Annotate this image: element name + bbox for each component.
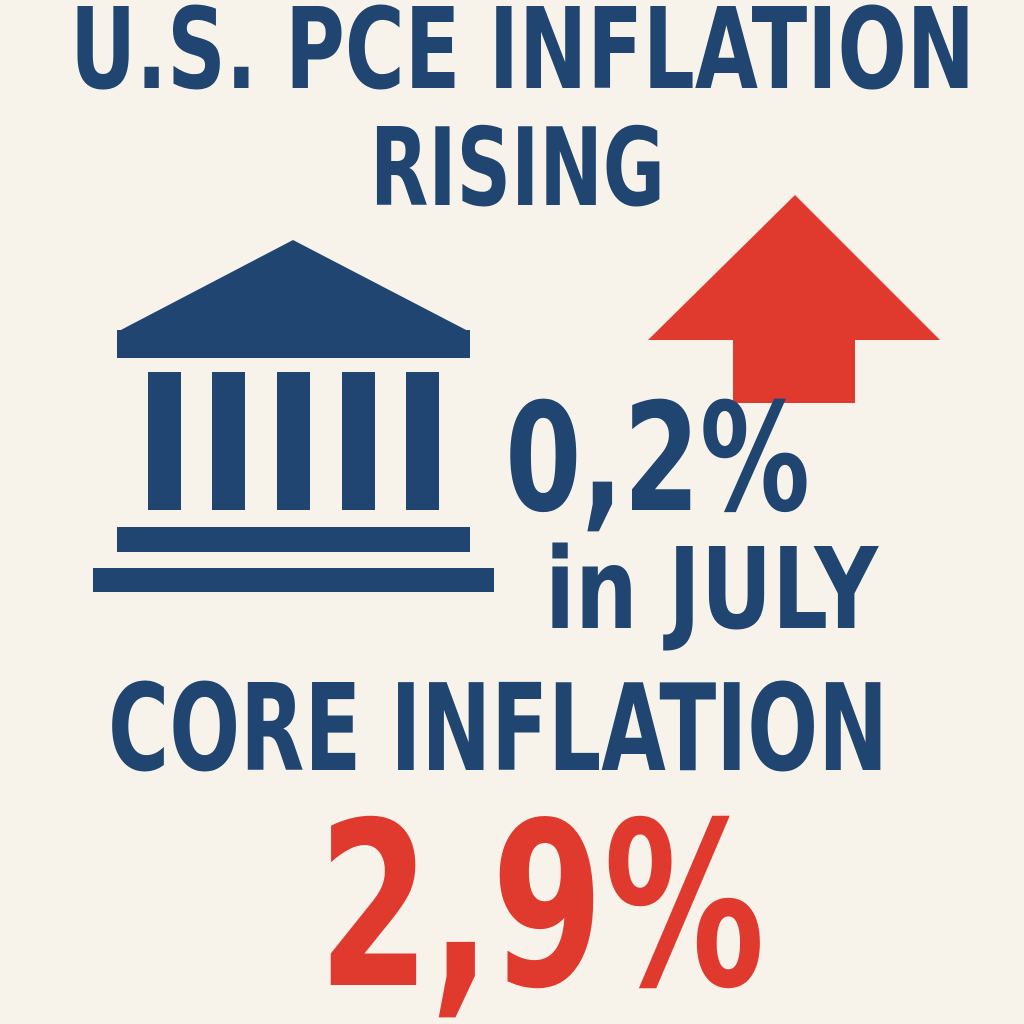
base-step	[93, 568, 494, 592]
core-label: CORE INFLATION	[108, 660, 888, 799]
title-line: RISING	[370, 106, 665, 231]
column	[277, 372, 310, 510]
arrow-stem	[733, 338, 855, 403]
column	[148, 372, 181, 510]
headline-figure: 0,2%	[505, 372, 810, 546]
column	[212, 372, 245, 510]
core-figure: 2,9%	[318, 773, 765, 1024]
entablature	[117, 330, 470, 358]
column	[406, 372, 439, 510]
headline-period: in JULY	[545, 525, 879, 655]
bank-icon	[93, 240, 494, 592]
arrow-head	[648, 195, 940, 340]
base-step	[117, 527, 470, 552]
title-line: U.S. PCE INFLATION	[70, 0, 975, 115]
pediment	[117, 240, 470, 332]
up-arrow	[648, 195, 940, 403]
column	[342, 372, 375, 510]
